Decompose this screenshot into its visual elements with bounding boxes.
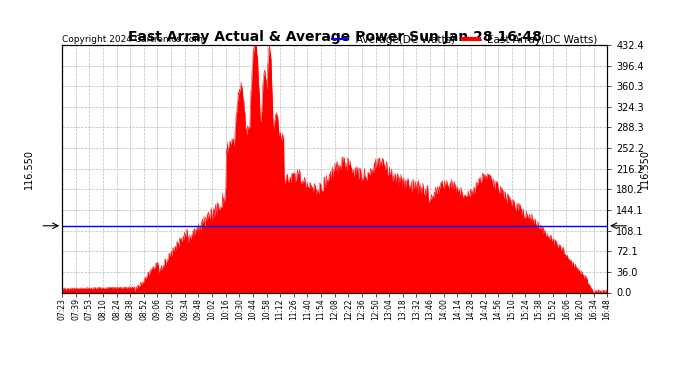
Text: 116.550: 116.550 [24, 149, 34, 189]
Title: East Array Actual & Average Power Sun Jan 28 16:48: East Array Actual & Average Power Sun Ja… [128, 30, 542, 44]
Text: 116.550: 116.550 [640, 149, 651, 189]
Legend: Average(DC Watts), East Array(DC Watts): Average(DC Watts), East Array(DC Watts) [328, 30, 602, 49]
Text: Copyright 2024 Cartronics.com: Copyright 2024 Cartronics.com [62, 35, 203, 44]
